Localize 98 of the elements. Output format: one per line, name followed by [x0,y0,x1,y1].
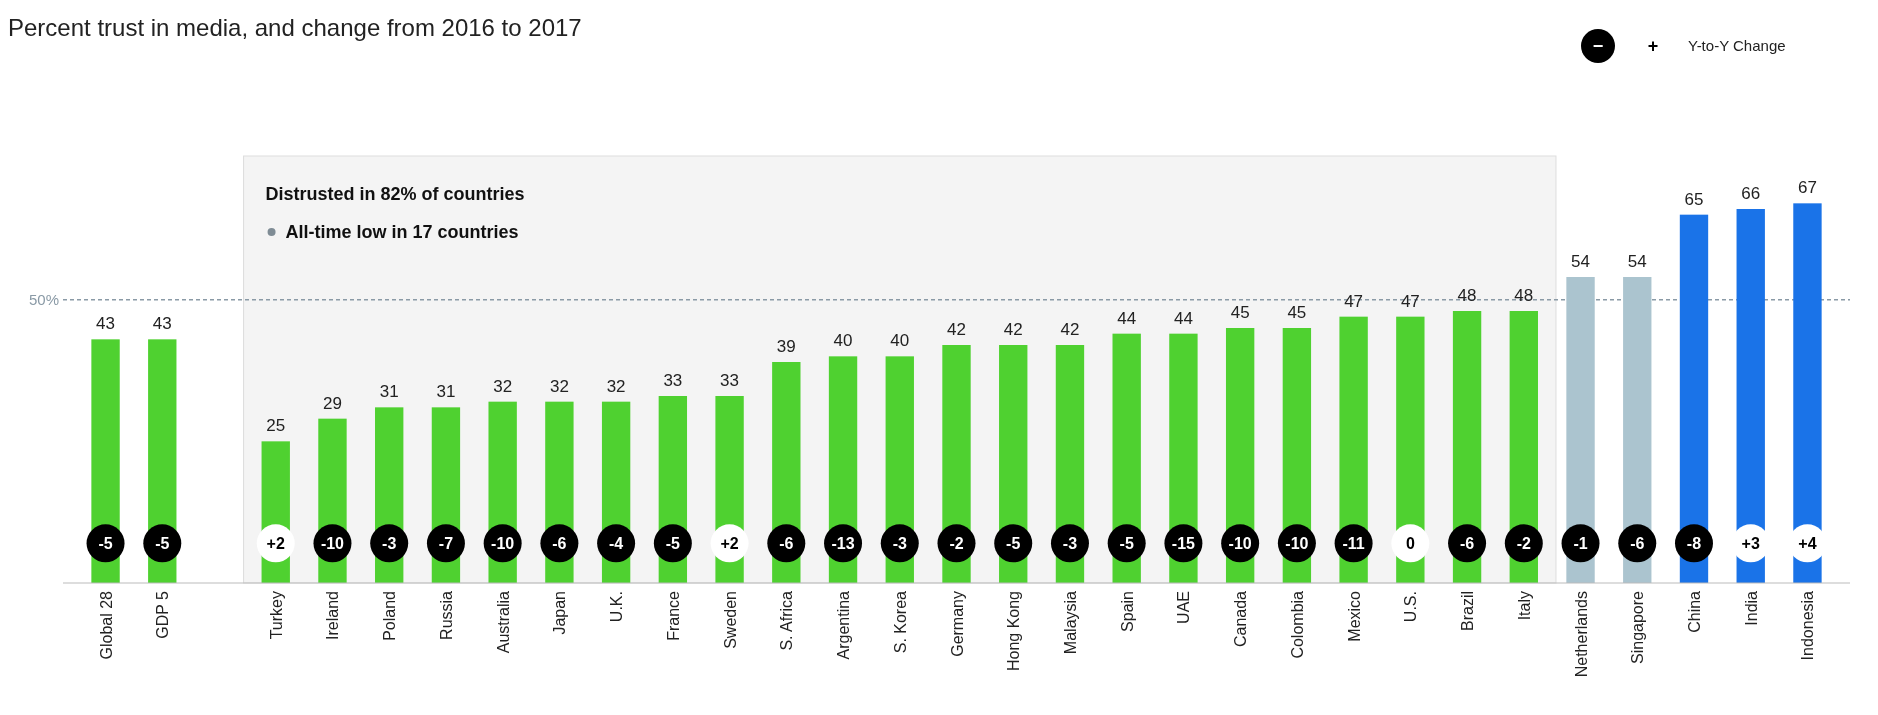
x-tick-label: S. Korea [891,590,909,654]
data-label: 29 [323,393,342,413]
x-tick-label: Sweden [721,591,739,649]
annotation: -4 [609,535,624,553]
data-label: 40 [833,331,853,351]
x-tick-label: UAE [1175,591,1193,624]
data-label: 25 [266,416,286,436]
annotation: -6 [779,535,794,553]
data-label: 31 [379,382,399,402]
x-tick-label: Poland [381,591,399,641]
data-label: 54 [1571,252,1590,271]
data-label: 39 [776,337,796,356]
annotation: -10 [1228,535,1252,553]
x-tick-label: Colombia [1288,590,1306,659]
annotation: -13 [831,535,855,553]
data-label: 45 [1287,303,1307,322]
data-label: 44 [1173,308,1193,328]
data-label: 54 [1627,252,1647,271]
ref-line-label: 50% [28,290,59,308]
x-tick-label: France [664,590,682,641]
annotation: -1 [1573,535,1588,553]
data-label: 32 [549,376,569,396]
x-tick-label: Global 28 [97,590,115,660]
data-label: 47 [1344,291,1364,311]
data-label: 40 [890,331,910,351]
x-tick-label: China [1685,590,1703,633]
annotation: +3 [1741,535,1760,553]
x-tick-label: U.K. [608,591,626,623]
x-tick-label: Ireland [324,591,342,640]
x-tick-label: S. Africa [778,590,796,651]
x-tick-label: Mexico [1345,590,1363,642]
annotation: -7 [438,535,454,553]
data-label: 42 [1003,320,1023,339]
x-tick-label: Spain [1118,591,1136,632]
x-tick-label: Brazil [1459,591,1477,632]
x-tick-label: Australia [494,590,512,654]
data-label: 42 [1060,320,1080,339]
annotation: -5 [665,535,681,553]
annotation: -11 [1342,535,1365,553]
annotation: -8 [1686,535,1702,553]
data-label: 47 [1400,291,1420,311]
annotation: -5 [1119,535,1134,553]
data-label: 43 [152,314,172,334]
x-tick-label: Singapore [1629,590,1647,664]
x-tick-label: Argentina [835,590,853,660]
data-label: 32 [493,376,513,396]
x-tick-label: Germany [948,591,966,657]
annotation: All-time low in 17 countries [285,222,519,242]
chart-title: Percent trust in media, and change from 2016 to 2017 [8,14,582,41]
annotation: +2 [266,535,285,553]
annotation: +4 [1798,535,1817,553]
bar [1793,203,1822,583]
data-label: 48 [1457,286,1477,305]
data-label: 33 [720,371,740,390]
text: − [1592,36,1604,56]
x-tick-label: Japan [551,591,569,635]
x-tick-label: Canada [1232,590,1250,648]
data-label: 33 [663,371,683,390]
annotation: -10 [1285,535,1309,553]
x-tick-label: Hong Kong [1005,591,1023,672]
x-tick-label: Italy [1515,591,1533,621]
annotation: -10 [491,535,515,553]
annotation: -6 [1459,535,1475,553]
x-tick-label: GDP 5 [154,590,172,639]
annotation: 0 [1405,535,1415,553]
annotation: -3 [382,535,397,553]
x-tick-label: Turkey [267,591,285,640]
annotation: -5 [155,535,170,553]
data-label: 43 [96,314,116,334]
annotation: -3 [892,535,907,553]
text: + [1647,36,1659,56]
annotation: -2 [1516,535,1532,553]
x-tick-label: Indonesia [1799,590,1817,661]
data-label: 31 [436,382,456,402]
annotation: Distrusted in 82% of countries [265,184,525,204]
annotation: -5 [1006,535,1021,553]
annotation: -6 [552,535,567,553]
x-tick-label: India [1742,590,1760,626]
annotation: -5 [98,535,113,553]
annotation: -3 [1062,535,1078,553]
annotation: -10 [320,535,345,553]
data-label: 44 [1117,308,1137,328]
x-tick-label: Netherlands [1572,591,1590,678]
data-label: 65 [1684,189,1704,209]
annotation: -15 [1171,535,1196,553]
text: Y-to-Y Change [1688,37,1786,54]
x-tick-label: U.S. [1402,591,1420,623]
x-tick-label: Malaysia [1061,590,1079,655]
data-label: 66 [1741,184,1761,203]
annotation: -6 [1630,535,1645,553]
annotation: +2 [720,535,739,553]
annotation: -2 [949,535,964,553]
data-label: 48 [1514,286,1534,305]
x-tick-label: Russia [437,590,455,640]
data-label: 42 [947,320,966,339]
data-label: 45 [1230,303,1250,322]
data-label: 32 [606,376,626,396]
data-label: 67 [1797,178,1817,198]
